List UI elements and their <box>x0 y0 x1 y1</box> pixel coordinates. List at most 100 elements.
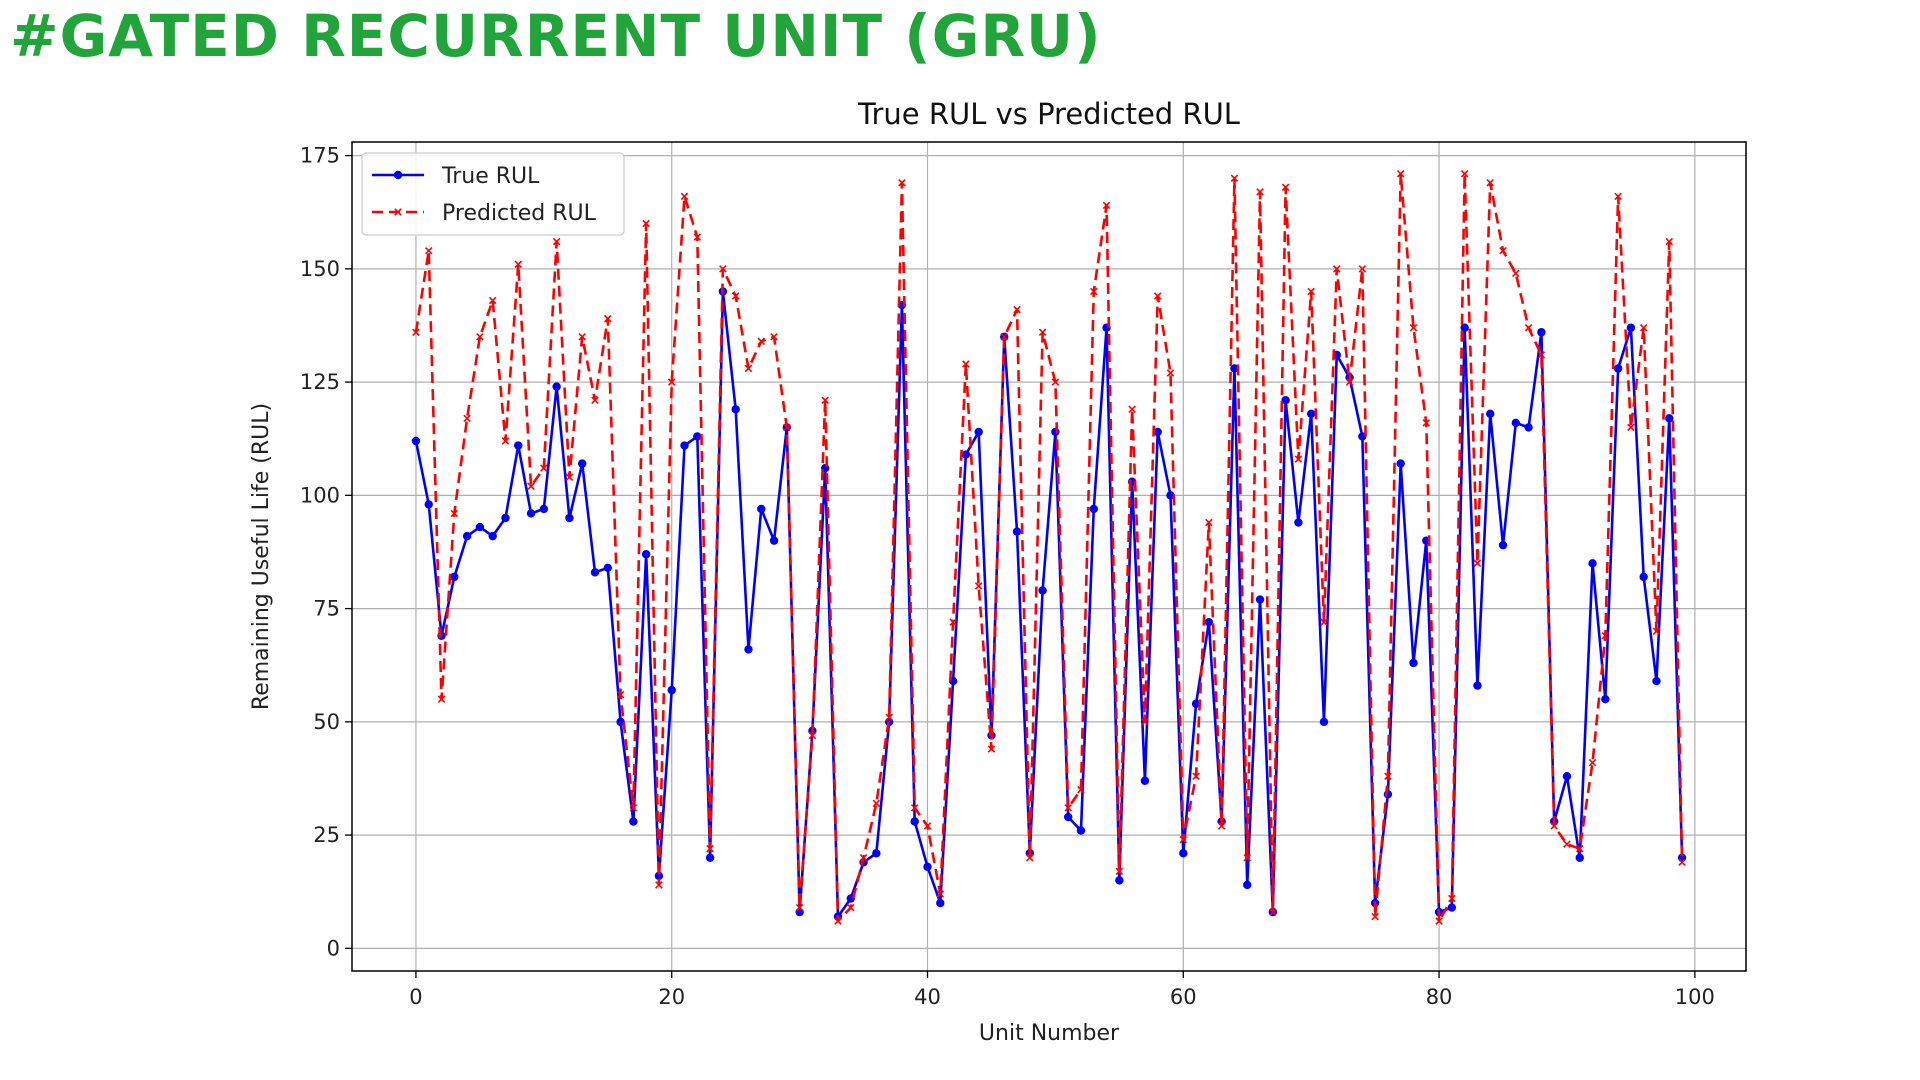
point-predicted-rul <box>476 333 484 341</box>
point-true-rul <box>744 645 753 654</box>
point-true-rul <box>1063 812 1073 822</box>
point-true-rul <box>872 849 881 858</box>
point-true-rul <box>693 432 702 441</box>
point-predicted-rul <box>757 337 766 346</box>
legend-marker-predicted-rul <box>394 208 402 216</box>
point-predicted-rul <box>923 822 932 830</box>
point-true-rul <box>1153 427 1162 437</box>
point-true-rul <box>936 898 945 908</box>
point-true-rul <box>1613 364 1623 373</box>
point-predicted-rul <box>578 333 586 341</box>
point-true-rul <box>1626 323 1636 332</box>
series-line-predicted-rul <box>414 172 1684 923</box>
point-true-rul <box>1396 459 1405 468</box>
point-predicted-rul <box>1639 323 1648 332</box>
y-tick-label: 150 <box>300 257 340 281</box>
point-predicted-rul <box>667 378 676 386</box>
point-predicted-rul <box>527 482 535 491</box>
y-tick-label: 0 <box>327 936 340 960</box>
point-predicted-rul <box>885 713 893 722</box>
point-true-rul <box>667 685 676 695</box>
point-predicted-rul <box>501 437 510 445</box>
point-predicted-rul <box>1102 201 1111 210</box>
point-true-rul <box>1601 694 1610 704</box>
point-predicted-rul <box>1537 351 1546 359</box>
legend-box <box>361 152 625 236</box>
point-predicted-rul <box>642 219 650 228</box>
point-true-rul <box>654 871 664 881</box>
point-true-rul <box>1076 826 1086 835</box>
point-predicted-rul <box>1384 772 1392 780</box>
point-predicted-rul <box>604 314 612 323</box>
point-predicted-rul <box>1486 179 1494 187</box>
y-tick-label: 175 <box>300 144 340 168</box>
y-tick-label: 125 <box>300 370 340 394</box>
point-predicted-rul <box>680 192 689 201</box>
point-true-rul <box>1179 849 1188 858</box>
point-predicted-rul <box>629 804 638 812</box>
point-true-rul <box>1319 717 1329 727</box>
point-true-rul <box>526 509 536 518</box>
point-true-rul <box>1243 880 1252 890</box>
point-true-rul <box>590 568 600 577</box>
legend-label-true-rul: True RUL <box>441 164 540 189</box>
point-true-rul <box>769 536 779 545</box>
point-true-rul <box>1665 414 1674 423</box>
x-tick-label: 60 <box>1170 985 1197 1009</box>
series-line-true-rul <box>414 290 1684 918</box>
point-predicted-rul <box>872 799 881 808</box>
point-true-rul <box>424 500 433 509</box>
point-predicted-rul <box>1166 369 1175 377</box>
page-title: #GATED RECURRENT UNIT (GRU) <box>10 2 1102 70</box>
point-predicted-rul <box>719 265 727 273</box>
y-tick-label: 100 <box>300 483 340 507</box>
y-tick-label: 25 <box>313 823 340 847</box>
point-true-rul <box>1588 559 1597 568</box>
axis-ticks: 0 20 40 60 80 100 0 25 50 75 100 125 150 175 <box>300 144 1715 1009</box>
point-predicted-rul <box>1089 287 1098 296</box>
point-predicted-rul <box>1371 912 1379 921</box>
point-predicted-rul <box>1512 269 1520 278</box>
point-true-rul <box>1204 617 1214 627</box>
x-tick-label: 100 <box>1675 985 1715 1009</box>
point-predicted-rul <box>847 903 855 912</box>
point-predicted-rul <box>910 804 919 812</box>
plot-frame <box>351 141 1747 972</box>
y-tick-label: 75 <box>313 597 340 621</box>
point-predicted-rul <box>1614 192 1622 201</box>
point-predicted-rul <box>1575 844 1584 853</box>
point-predicted-rul <box>1601 632 1610 640</box>
point-predicted-rul <box>1409 323 1418 332</box>
point-true-rul <box>1486 409 1495 419</box>
point-true-rul <box>795 907 804 917</box>
point-true-rul <box>1409 658 1418 668</box>
point-predicted-rul <box>1473 559 1482 568</box>
y-axis-label: Remaining Useful Life (RUL) <box>249 403 274 710</box>
point-predicted-rul <box>1217 822 1226 830</box>
point-predicted-rul <box>1652 627 1661 636</box>
point-predicted-rul <box>1332 265 1341 273</box>
point-true-rul <box>1089 504 1098 514</box>
point-true-rul <box>1524 423 1533 432</box>
point-true-rul <box>1012 527 1022 536</box>
point-true-rul <box>1166 491 1175 500</box>
point-predicted-rul <box>859 853 868 862</box>
point-predicted-rul <box>514 260 523 269</box>
point-predicted-rul <box>1269 908 1277 916</box>
point-predicted-rul <box>962 360 970 368</box>
point-predicted-rul <box>1294 455 1303 463</box>
point-predicted-rul <box>1205 518 1213 527</box>
point-true-rul <box>1473 681 1482 690</box>
point-predicted-rul <box>821 396 829 404</box>
point-true-rul <box>514 441 523 450</box>
point-predicted-rul <box>1230 174 1239 183</box>
point-predicted-rul <box>949 618 957 626</box>
point-true-rul <box>1115 876 1124 885</box>
point-true-rul <box>1140 776 1150 785</box>
point-predicted-rul <box>412 328 420 337</box>
point-predicted-rul <box>1588 758 1597 767</box>
point-predicted-rul <box>1524 323 1533 332</box>
point-predicted-rul <box>437 695 446 703</box>
point-true-rul <box>629 817 638 826</box>
